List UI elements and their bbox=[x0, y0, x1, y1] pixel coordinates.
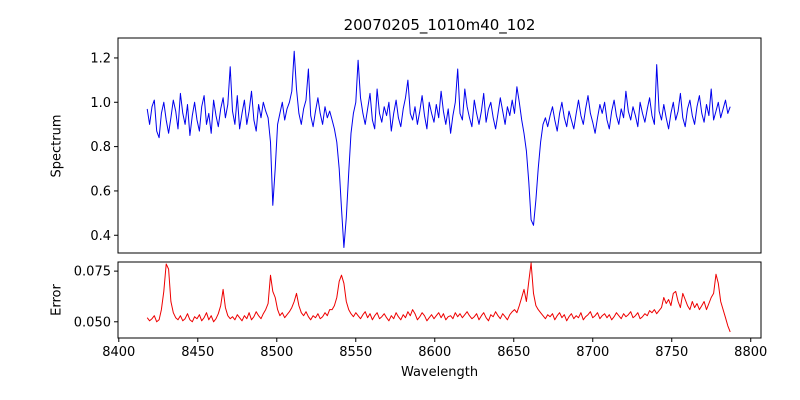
error-panel-border bbox=[117, 261, 762, 339]
error-line bbox=[146, 262, 731, 333]
x-tick-label: 8400 bbox=[102, 345, 135, 360]
x-tick-label: 8700 bbox=[576, 345, 609, 360]
spectrum-y-tick-label: 0.6 bbox=[90, 184, 111, 199]
x-axis-label: Wavelength bbox=[400, 365, 479, 380]
x-tick-label: 8500 bbox=[260, 345, 293, 360]
x-tick-label: 8650 bbox=[497, 345, 530, 360]
x-tick-label: 8450 bbox=[181, 345, 214, 360]
spectrum-line bbox=[146, 50, 731, 248]
x-tick-label: 8800 bbox=[734, 345, 767, 360]
spectrum-y-axis-label: Spectrum bbox=[49, 114, 65, 178]
spectrum-y-tick-label: 1.2 bbox=[90, 51, 111, 66]
x-tick-label: 8750 bbox=[655, 345, 688, 360]
spectrum-y-tick-label: 0.8 bbox=[90, 140, 111, 155]
spectrum-y-tick-label: 1.0 bbox=[90, 96, 111, 111]
spectrum-y-tick-label: 0.4 bbox=[90, 229, 111, 244]
plot-title: 20070205_1010m40_102 bbox=[343, 16, 536, 34]
x-tick-label: 8600 bbox=[418, 345, 451, 360]
error-y-tick-label: 0.050 bbox=[74, 315, 111, 330]
error-y-tick-label: 0.075 bbox=[74, 265, 111, 280]
spectrum-panel-border bbox=[117, 37, 762, 254]
x-tick-label: 8550 bbox=[339, 345, 372, 360]
error-y-axis-label: Error bbox=[49, 284, 65, 316]
